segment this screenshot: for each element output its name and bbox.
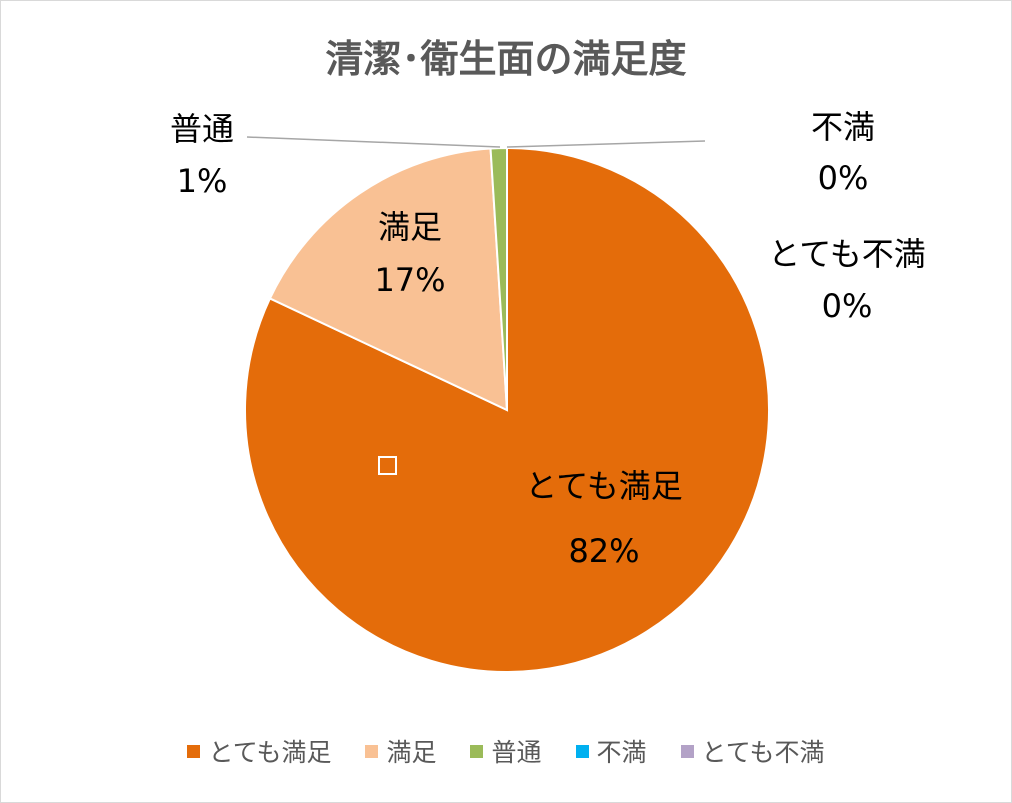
leader-line-neutral: [246, 136, 501, 148]
legend-swatch: [187, 744, 201, 758]
legend-label: とても不満: [701, 738, 825, 767]
legend-swatch: [575, 744, 589, 758]
data-label-name-very-satisfied: とても満足: [525, 467, 682, 505]
legend-label: 普通: [491, 738, 542, 767]
legend-swatch: [365, 744, 379, 758]
data-label-name-satisfied: 満足: [378, 208, 442, 246]
legend-item-satisfied: 満足: [365, 733, 436, 769]
chart-title: 清潔･衛生面の満足度: [325, 37, 687, 81]
pie-slice-satisfied: [268, 147, 509, 412]
selection-marker: [378, 456, 397, 475]
legend-item-very-satisfied: とても満足: [187, 733, 331, 769]
legend-label: 不満: [596, 738, 647, 767]
legend-item-dissatisfied: 不満: [575, 733, 647, 769]
data-label-value-satisfied: 17%: [374, 261, 445, 299]
legend-swatch: [470, 744, 484, 758]
data-label-value-neutral: 1%: [177, 162, 228, 200]
legend: とても満足 満足 普通 不満 とても不満: [0, 733, 1012, 769]
data-label-name-very-dissatisfied: とても不満: [768, 235, 925, 273]
data-label-name-neutral: 普通: [170, 110, 234, 148]
legend-swatch: [680, 744, 694, 758]
pie-slice-neutral: [489, 146, 508, 411]
legend-item-neutral: 普通: [470, 733, 542, 769]
legend-label: とても満足: [208, 738, 332, 767]
legend-label: 満足: [386, 738, 437, 767]
data-label-value-very-dissatisfied: 0%: [822, 287, 873, 325]
data-label-name-dissatisfied: 不満: [811, 108, 875, 146]
legend-item-very-dissatisfied: とても不満: [680, 733, 825, 769]
data-label-value-very-satisfied: 82%: [568, 532, 639, 570]
data-label-value-dissatisfied: 0%: [818, 159, 869, 197]
leader-line-dissatisfied: [506, 140, 706, 148]
